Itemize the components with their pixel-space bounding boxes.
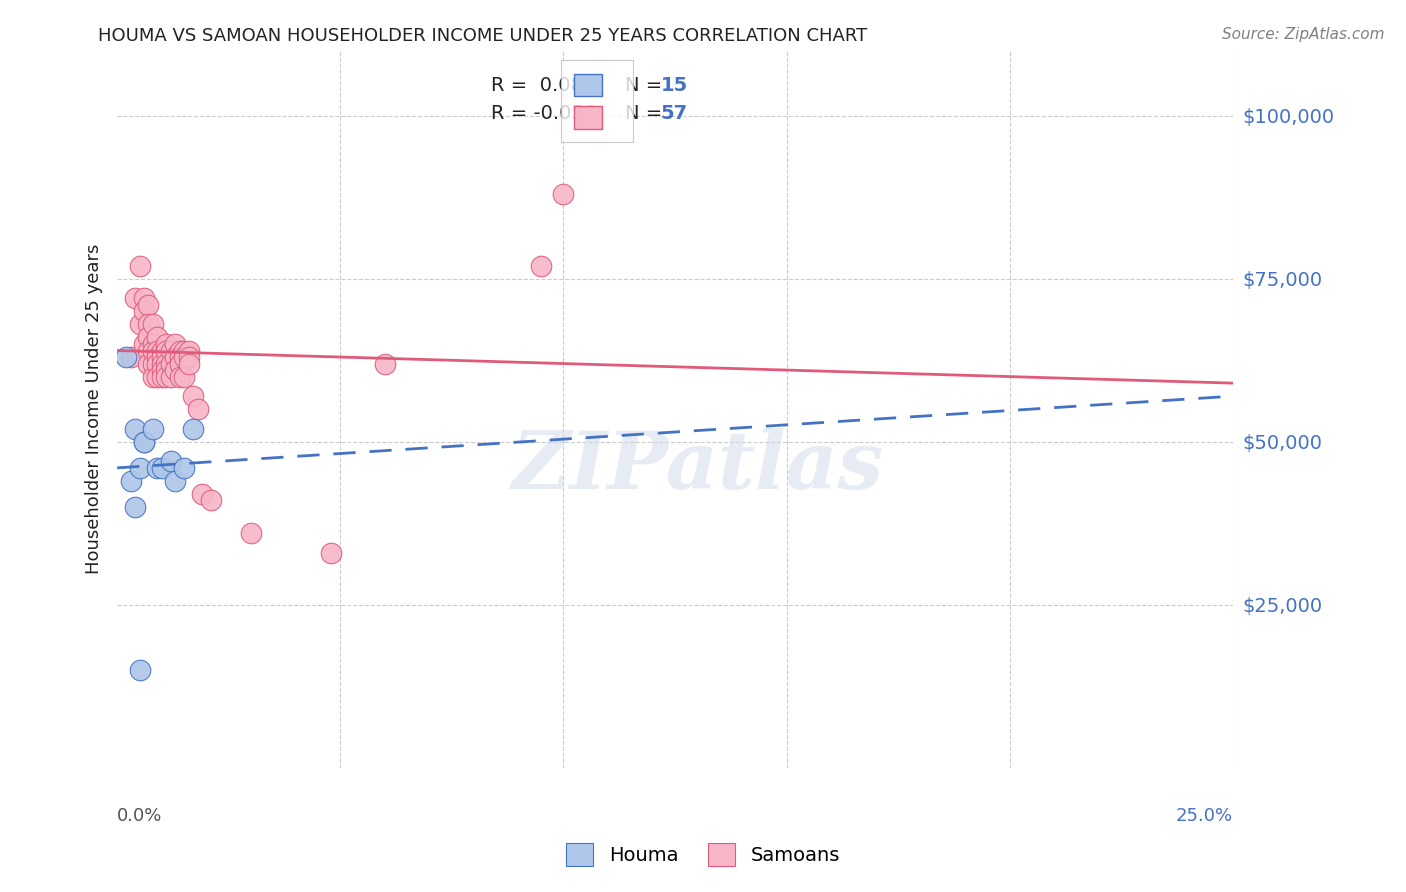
Point	[124, 500, 146, 514]
Point	[173, 350, 195, 364]
Point	[159, 454, 181, 468]
Point	[132, 292, 155, 306]
Point	[124, 292, 146, 306]
Point	[155, 369, 177, 384]
Point	[142, 343, 165, 358]
Point	[128, 259, 150, 273]
Point	[155, 343, 177, 358]
Point	[142, 337, 165, 351]
Point	[124, 422, 146, 436]
Text: N =: N =	[624, 76, 668, 95]
Point	[142, 369, 165, 384]
Text: ZIPatlas: ZIPatlas	[512, 428, 883, 505]
Point	[150, 357, 173, 371]
Point	[138, 343, 160, 358]
Point	[240, 526, 263, 541]
Point	[150, 350, 173, 364]
Point	[132, 304, 155, 318]
Text: 25.0%: 25.0%	[1175, 807, 1233, 825]
Point	[169, 350, 191, 364]
Point	[155, 337, 177, 351]
Text: 57: 57	[661, 104, 688, 123]
Point	[120, 350, 142, 364]
Point	[150, 363, 173, 377]
Point	[177, 350, 200, 364]
Point	[146, 330, 169, 344]
Point	[177, 357, 200, 371]
Point	[186, 402, 208, 417]
Text: R = -0.058: R = -0.058	[491, 104, 596, 123]
Point	[169, 369, 191, 384]
Point	[142, 318, 165, 332]
Point	[553, 187, 575, 202]
Point	[200, 493, 222, 508]
Point	[146, 350, 169, 364]
Point	[155, 363, 177, 377]
Point	[138, 357, 160, 371]
Text: 15: 15	[661, 76, 688, 95]
Text: HOUMA VS SAMOAN HOUSEHOLDER INCOME UNDER 25 YEARS CORRELATION CHART: HOUMA VS SAMOAN HOUSEHOLDER INCOME UNDER…	[98, 27, 868, 45]
Point	[132, 434, 155, 449]
Point	[150, 461, 173, 475]
Point	[142, 422, 165, 436]
Point	[173, 369, 195, 384]
Legend: Houma, Samoans: Houma, Samoans	[558, 835, 848, 873]
Point	[128, 461, 150, 475]
Text: Source: ZipAtlas.com: Source: ZipAtlas.com	[1222, 27, 1385, 42]
Point	[146, 369, 169, 384]
Point	[191, 487, 214, 501]
Point	[142, 357, 165, 371]
Point	[146, 343, 169, 358]
Text: N =: N =	[624, 104, 668, 123]
Point	[173, 343, 195, 358]
Point	[177, 343, 200, 358]
Point	[146, 461, 169, 475]
Point	[115, 350, 138, 364]
Point	[138, 330, 160, 344]
Point	[128, 318, 150, 332]
Point	[159, 357, 181, 371]
Text: 0.0%: 0.0%	[117, 807, 163, 825]
Point	[132, 337, 155, 351]
Point	[150, 343, 173, 358]
Point	[181, 422, 204, 436]
Point	[159, 343, 181, 358]
Point	[169, 343, 191, 358]
Point	[128, 663, 150, 677]
Point	[138, 298, 160, 312]
Point	[146, 357, 169, 371]
Point	[138, 318, 160, 332]
Point	[155, 357, 177, 371]
Point	[150, 369, 173, 384]
Point	[159, 369, 181, 384]
Point	[165, 363, 187, 377]
Point	[165, 474, 187, 488]
Legend:  ,  : ,	[561, 61, 633, 142]
Point	[173, 461, 195, 475]
Point	[321, 546, 343, 560]
Point	[120, 474, 142, 488]
Point	[374, 357, 396, 371]
Y-axis label: Householder Income Under 25 years: Householder Income Under 25 years	[86, 244, 103, 574]
Point	[165, 350, 187, 364]
Point	[530, 259, 553, 273]
Point	[132, 434, 155, 449]
Text: R =  0.084: R = 0.084	[491, 76, 595, 95]
Point	[165, 337, 187, 351]
Point	[181, 389, 204, 403]
Point	[169, 357, 191, 371]
